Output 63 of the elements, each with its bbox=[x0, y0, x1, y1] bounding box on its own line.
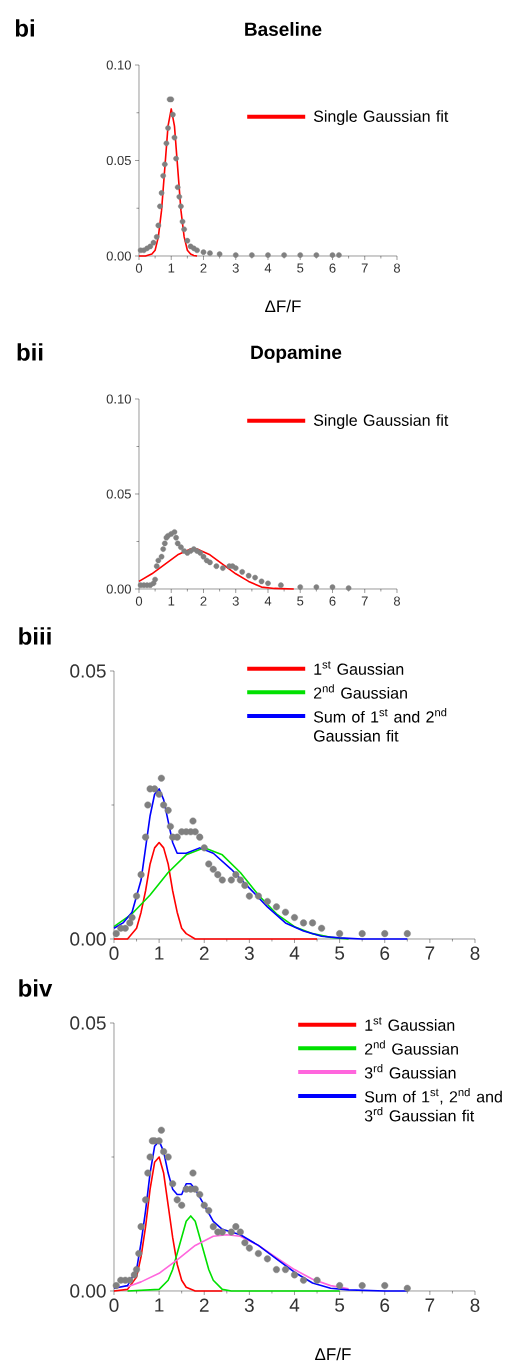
x-tick-label: 6 bbox=[329, 263, 336, 273]
x-tick-label: 7 bbox=[425, 1298, 435, 1312]
x-tick-label: 0 bbox=[135, 596, 143, 606]
x-axis-title: ΔF/F bbox=[315, 1347, 351, 1361]
x-tick-label: 5 bbox=[297, 263, 304, 273]
x-tick-label: 2 bbox=[200, 596, 207, 606]
x-tick-label: 5 bbox=[335, 1298, 345, 1312]
legend-label: 2$^{nd}$ Gaussian bbox=[314, 684, 407, 699]
x-tick-label: 1 bbox=[168, 596, 175, 606]
text: Sum of 1$^{st}$, 2$^{nd}$ and 3$^{rd}$ Gaussian fit bbox=[364, 1087, 502, 1122]
x-tick-label: 6 bbox=[329, 596, 336, 606]
y-tick-label: 0.10 bbox=[106, 394, 131, 404]
chart-title: Baseline bbox=[245, 22, 322, 36]
x-axis-title: ΔF/F bbox=[265, 299, 301, 313]
y-tick-label: 0.05 bbox=[70, 1016, 106, 1030]
legend-label: Single Gaussian fit bbox=[313, 110, 449, 126]
y-tick-label: 0.00 bbox=[106, 584, 131, 594]
x-tick-label: 4 bbox=[289, 946, 300, 960]
text: biii bbox=[19, 627, 51, 645]
y-tick-label: 0.05 bbox=[70, 664, 106, 678]
x-tick-label: 2 bbox=[199, 1298, 209, 1312]
x-tick-label: 7 bbox=[361, 263, 368, 273]
text: bi bbox=[15, 19, 34, 37]
legend-label: 1$^{st}$ Gaussian bbox=[314, 661, 404, 675]
x-tick-label: 4 bbox=[289, 1298, 300, 1312]
x-tick-label: 1 bbox=[155, 946, 164, 960]
y-tick-label: 0.00 bbox=[70, 1284, 106, 1298]
x-tick-label: 8 bbox=[470, 946, 480, 960]
x-tick-label: 1 bbox=[155, 1298, 164, 1312]
legend-label: 1$^{st}$ Gaussian bbox=[365, 1017, 455, 1031]
text: Sum of 1$^{st}$ and 2$^{nd}$ Gaussian fit bbox=[313, 708, 447, 742]
x-tick-label: 4 bbox=[264, 596, 272, 606]
x-tick-label: 5 bbox=[335, 946, 345, 960]
x-tick-label: 4 bbox=[264, 263, 272, 273]
y-tick-label: 0.05 bbox=[106, 155, 131, 166]
legend-label: Single Gaussian fit bbox=[313, 414, 449, 430]
legend-label: 3$^{rd}$ Gaussian bbox=[364, 1064, 456, 1079]
x-tick-label: 7 bbox=[361, 596, 368, 606]
y-tick-label: 0.10 bbox=[106, 60, 131, 70]
x-tick-label: 7 bbox=[425, 946, 435, 960]
x-tick-label: 3 bbox=[232, 596, 239, 606]
x-tick-label: 0 bbox=[109, 946, 119, 960]
y-tick-label: 0.05 bbox=[106, 489, 131, 499]
x-tick-label: 6 bbox=[380, 1298, 390, 1312]
x-tick-label: 2 bbox=[200, 263, 207, 273]
x-tick-label: 3 bbox=[244, 946, 254, 960]
x-tick-label: 3 bbox=[244, 1298, 254, 1312]
y-tick-label: 0.00 bbox=[70, 932, 106, 946]
text: bii bbox=[17, 343, 43, 361]
legend-label: 2$^{nd}$ Gaussian bbox=[365, 1040, 458, 1055]
x-tick-label: 0 bbox=[109, 1298, 119, 1312]
x-tick-label: 2 bbox=[199, 946, 209, 960]
x-tick-label: 5 bbox=[297, 596, 304, 606]
x-tick-label: 1 bbox=[168, 263, 175, 273]
x-tick-label: 8 bbox=[393, 596, 401, 606]
x-tick-label: 8 bbox=[393, 263, 401, 273]
x-tick-label: 0 bbox=[135, 263, 143, 273]
x-tick-label: 8 bbox=[470, 1298, 480, 1312]
chart-title: Dopamine bbox=[251, 345, 342, 363]
x-tick-label: 3 bbox=[232, 263, 239, 273]
text: biv bbox=[19, 979, 53, 997]
x-tick-label: 6 bbox=[380, 946, 390, 960]
y-tick-label: 0.00 bbox=[106, 251, 131, 261]
